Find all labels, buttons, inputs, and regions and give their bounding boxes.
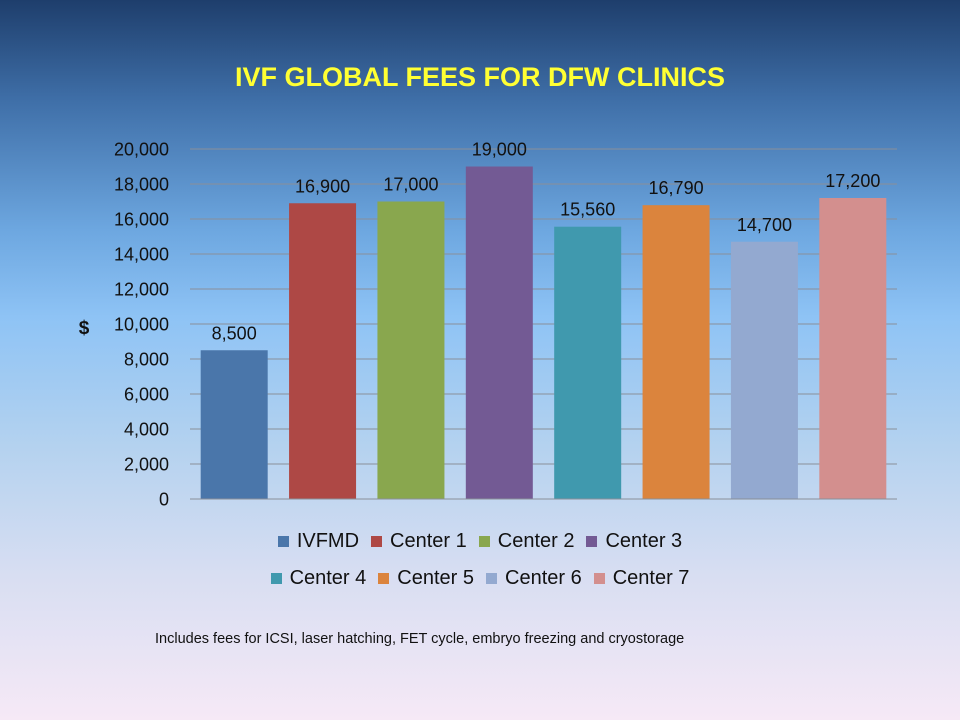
y-axis-label: $	[79, 318, 90, 339]
y-tick-label: 0	[159, 490, 169, 510]
y-tick-label: 12,000	[114, 280, 169, 300]
y-tick-label: 4,000	[124, 420, 169, 440]
legend-label: Center 5	[397, 567, 474, 589]
bar	[819, 198, 887, 499]
legend-swatch	[478, 536, 490, 547]
legend-item: Center 4	[270, 567, 367, 590]
legend-item: Center 5	[378, 567, 474, 590]
bar	[730, 241, 798, 499]
chart-title: IVF GLOBAL FEES FOR DFW CLINICS	[235, 62, 725, 92]
y-tick-label: 2,000	[124, 455, 169, 475]
legend-swatch	[593, 573, 605, 584]
legend-swatch	[270, 573, 282, 584]
legend-item: IVFMD	[277, 530, 360, 553]
bar	[377, 201, 445, 499]
legend-swatch	[378, 573, 390, 584]
legend-swatch	[277, 536, 289, 547]
legend-row-1: IVFMD Center 1 Center 2 Center 3	[0, 530, 960, 553]
legend-swatch	[486, 573, 497, 584]
y-tick-label: 16,000	[114, 210, 169, 230]
legend-item: Center 2	[478, 530, 575, 553]
y-tick-label: 14,000	[114, 245, 169, 265]
bar	[554, 226, 622, 499]
data-label: 15,560	[560, 200, 615, 220]
bar	[465, 166, 533, 499]
legend-label: Center 6	[505, 567, 582, 589]
bar	[289, 203, 357, 499]
legend-label: Center 7	[612, 567, 690, 589]
legend-label: Center 2	[497, 530, 575, 552]
legend-item: Center 1	[371, 530, 467, 553]
legend-item: Center 6	[486, 567, 582, 590]
bar	[200, 350, 268, 499]
legend-item: Center 7	[593, 567, 690, 590]
data-label: 17,200	[825, 171, 880, 191]
data-label: 16,900	[295, 176, 350, 196]
legend-swatch	[371, 536, 383, 547]
footnote: Includes fees for ICSI, laser hatching, …	[155, 631, 685, 647]
legend-label: Center 4	[289, 567, 367, 589]
legend-label: Center 1	[390, 530, 467, 552]
bar	[642, 205, 710, 500]
data-label: 14,700	[737, 215, 792, 235]
legend-item: Center 3	[586, 530, 682, 553]
data-label: 16,790	[649, 178, 704, 198]
legend-swatch	[586, 536, 598, 547]
data-label: 17,000	[383, 175, 438, 195]
y-tick-label: 6,000	[124, 385, 169, 405]
legend-label: IVFMD	[296, 530, 360, 552]
data-label: 8,500	[212, 323, 257, 343]
y-tick-label: 8,000	[124, 350, 169, 370]
legend-row-2: Center 4 Center 5 Center 6 Center 7	[0, 567, 960, 590]
y-tick-label: 20,000	[114, 140, 169, 160]
legend-label: Center 3	[605, 530, 683, 552]
data-label: 19,000	[472, 140, 527, 160]
y-tick-label: 18,000	[114, 175, 169, 195]
y-tick-label: 10,000	[114, 315, 169, 335]
